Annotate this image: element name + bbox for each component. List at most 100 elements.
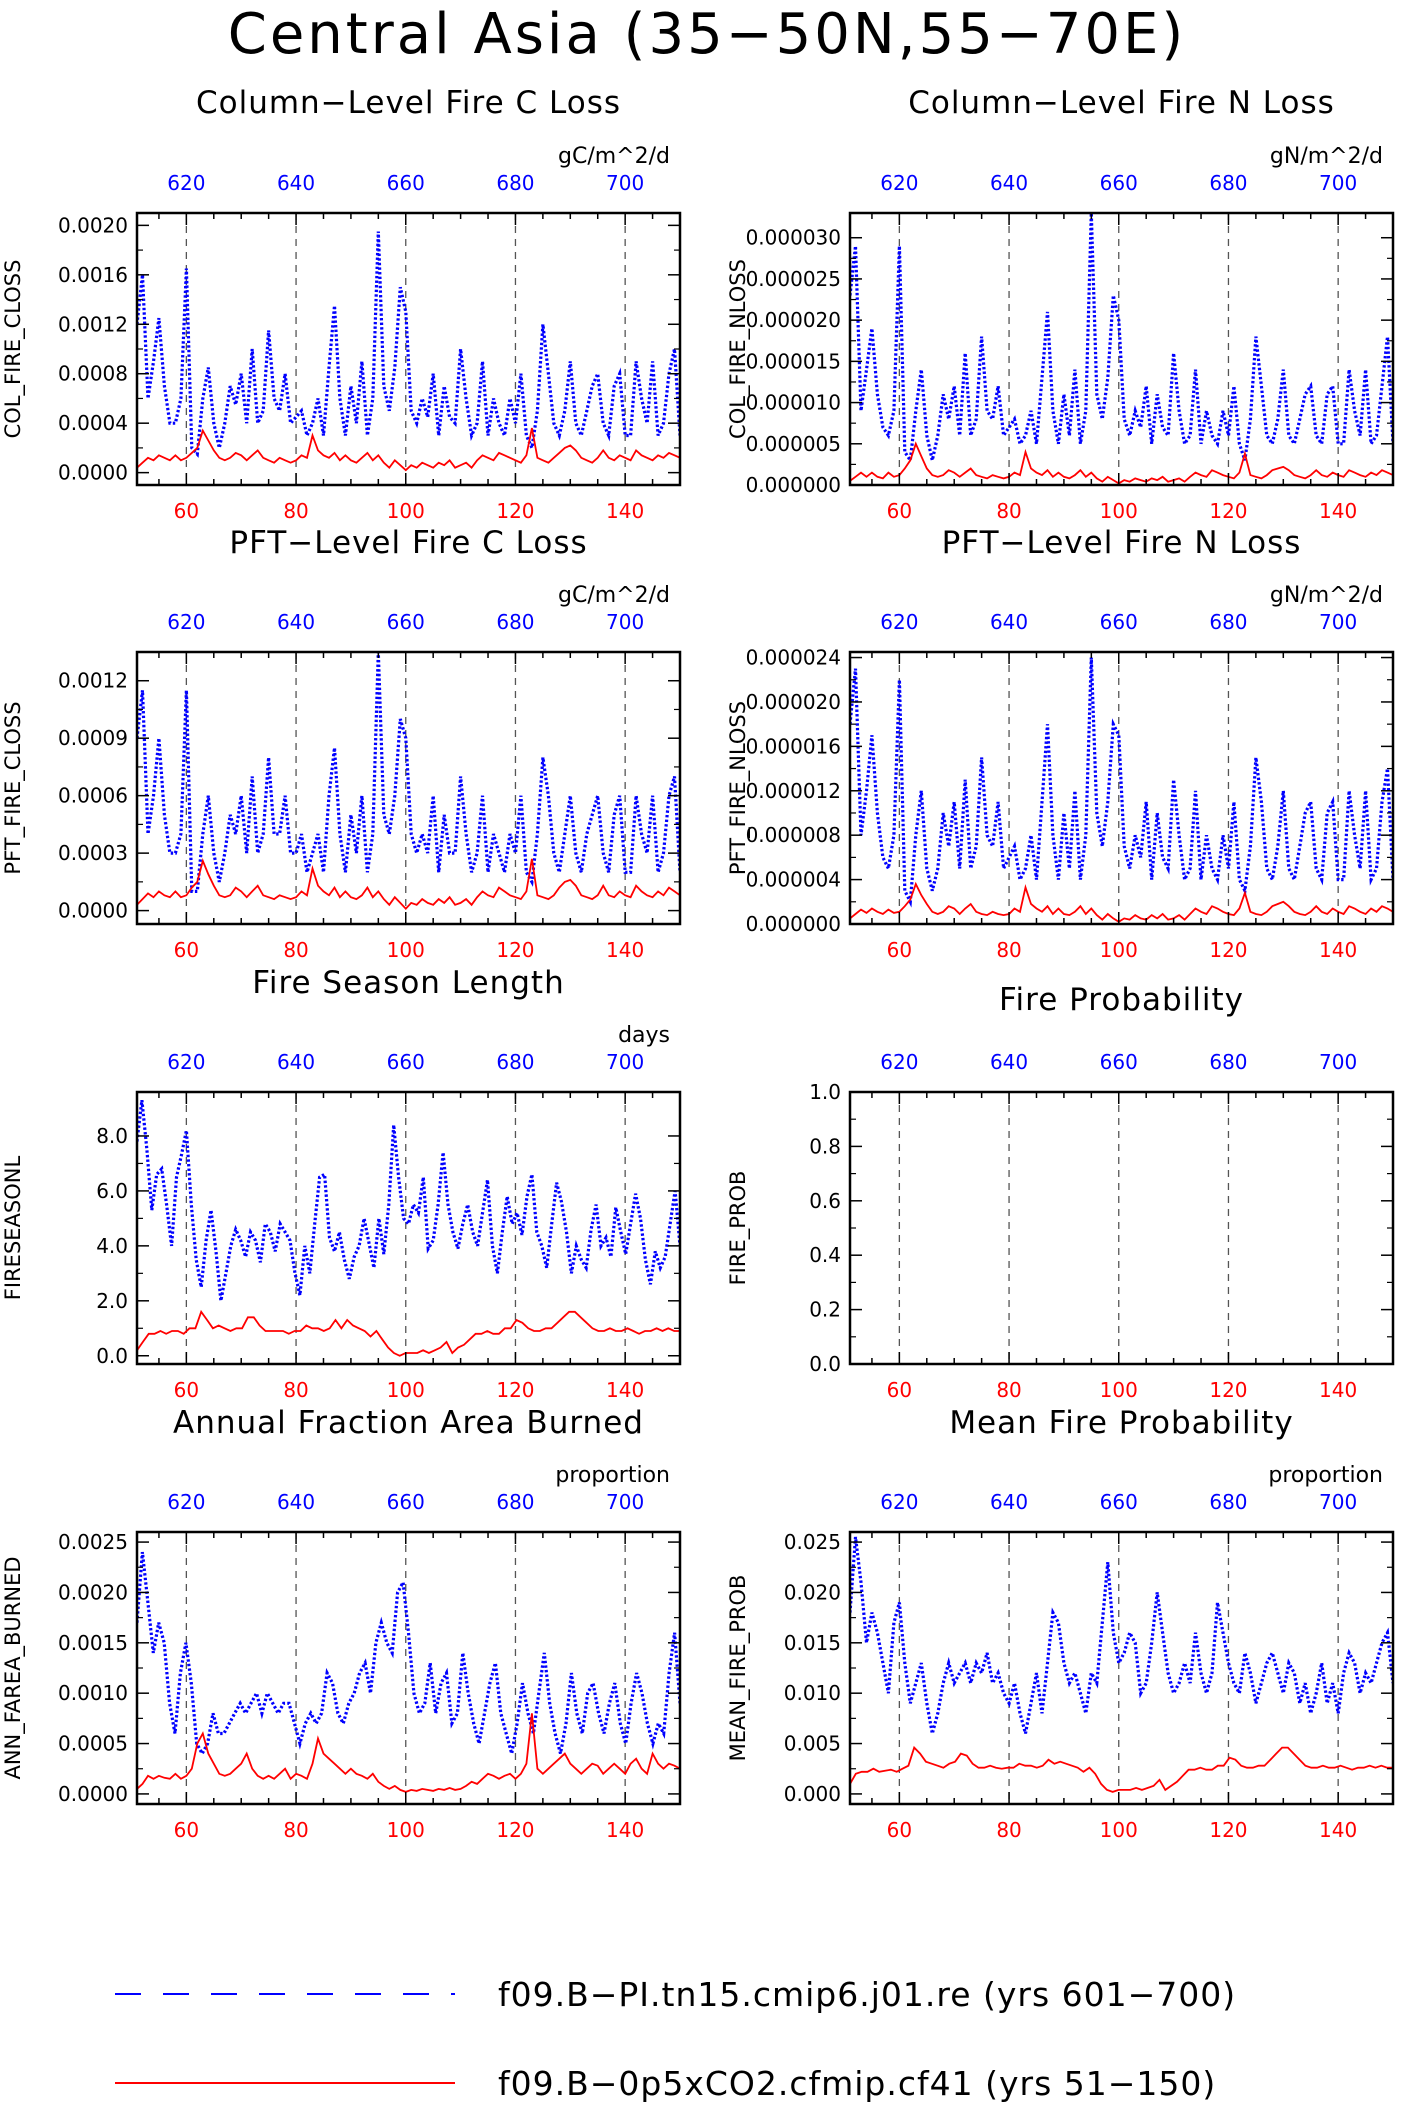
y-tick-label: 6.0 — [96, 1179, 128, 1203]
top-tick-label: 620 — [167, 171, 205, 195]
y-tick-label: 0.000008 — [746, 823, 841, 847]
chart-panel-2: Column−Level Fire N Loss gN/m^2/d 60 80 100 1… — [726, 85, 1395, 523]
top-tick-label: 620 — [167, 1490, 205, 1514]
y-tick-label: 0.0015 — [58, 1631, 128, 1655]
y-tick-label: 0.0020 — [58, 213, 128, 237]
top-tick-label: 700 — [1319, 171, 1357, 195]
series-line-red — [137, 427, 680, 472]
y-tick-label: 0.0004 — [58, 411, 128, 435]
top-tick-label: 700 — [1319, 1050, 1357, 1074]
units-label: proportion — [1268, 1463, 1383, 1488]
x-tick-label: 60 — [174, 1378, 199, 1402]
x-tick-label: 100 — [387, 1378, 425, 1402]
x-tick-label: 120 — [496, 499, 534, 523]
x-tick-label: 140 — [1319, 499, 1357, 523]
plot-frame — [135, 650, 682, 926]
top-tick-label: 680 — [496, 610, 534, 634]
x-tick-label: 120 — [496, 1818, 534, 1842]
x-tick-label: 100 — [387, 499, 425, 523]
chart-panel-5: Fire Season Length days 60 80 100 120 140 620 64… — [1, 965, 682, 1402]
y-tick-label: 0.0000 — [58, 1782, 128, 1806]
x-tick-label: 80 — [283, 1818, 308, 1842]
plot-frame — [135, 1530, 682, 1806]
x-tick-label: 100 — [1100, 1378, 1138, 1402]
y-tick-label: 0.8 — [809, 1134, 841, 1158]
top-tick-label: 700 — [1319, 610, 1357, 634]
x-tick-label: 80 — [283, 938, 308, 962]
y-tick-label: 0.0 — [96, 1344, 128, 1368]
top-tick-label: 640 — [990, 171, 1028, 195]
top-tick-label: 700 — [606, 1050, 644, 1074]
top-tick-label: 660 — [1100, 1050, 1138, 1074]
chart-title: Column−Level Fire N Loss — [908, 85, 1335, 121]
y-axis-label: PFT_FIRE_CLOSS — [1, 701, 26, 874]
top-tick-label: 620 — [167, 1050, 205, 1074]
y-tick-label: 0.0003 — [58, 841, 128, 865]
chart-title: Fire Season Length — [252, 965, 564, 1001]
y-tick-label: 0.0012 — [58, 669, 128, 693]
y-tick-label: 0.0010 — [58, 1681, 128, 1705]
chart-title: Column−Level Fire C Loss — [196, 85, 621, 121]
y-tick-label: 0.2 — [809, 1298, 841, 1322]
y-tick-label: 0.0 — [809, 1352, 841, 1376]
top-tick-label: 700 — [1319, 1490, 1357, 1514]
top-tick-label: 660 — [387, 610, 425, 634]
x-tick-label: 140 — [606, 1378, 644, 1402]
y-tick-label: 0.0016 — [58, 263, 128, 287]
y-tick-label: 0.000 — [784, 1782, 841, 1806]
y-axis-label: FIRESEASONL — [1, 1156, 25, 1301]
top-tick-label: 620 — [880, 610, 918, 634]
top-tick-label: 620 — [880, 1490, 918, 1514]
series-line-blue — [850, 1536, 1393, 1734]
y-tick-label: 0.0006 — [58, 784, 128, 808]
top-tick-label: 700 — [606, 1490, 644, 1514]
legend-swatches — [115, 1993, 455, 2084]
x-tick-label: 60 — [174, 938, 199, 962]
x-tick-label: 120 — [1209, 1378, 1247, 1402]
top-tick-label: 660 — [387, 1050, 425, 1074]
y-axis-label: ANN_FAREA_BURNED — [1, 1556, 26, 1779]
x-tick-label: 100 — [1100, 938, 1138, 962]
chart-title: PFT−Level Fire C Loss — [229, 525, 587, 561]
top-tick-label: 660 — [1100, 610, 1138, 634]
y-tick-label: 8.0 — [96, 1124, 128, 1148]
y-tick-label: 0.000016 — [746, 734, 841, 758]
x-tick-label: 100 — [387, 1818, 425, 1842]
legend: f09.B−PI.tn15.cmip6.j01.re (yrs 601−700)… — [0, 1900, 1414, 2110]
series-line-blue — [137, 1100, 680, 1302]
y-tick-label: 0.005 — [784, 1732, 841, 1756]
y-axis-label: MEAN_FIRE_PROB — [726, 1575, 751, 1762]
top-tick-label: 680 — [1209, 1050, 1247, 1074]
top-tick-label: 640 — [277, 1490, 315, 1514]
units-label: gN/m^2/d — [1270, 583, 1383, 608]
y-tick-label: 0.0000 — [58, 461, 128, 485]
x-tick-label: 80 — [283, 1378, 308, 1402]
series-line-blue — [137, 652, 680, 894]
legend-label-red: f09.B−0p5xCO2.cfmip.cf41 (yrs 51−150) — [498, 2064, 1217, 2103]
y-tick-label: 0.0009 — [58, 726, 128, 750]
x-tick-label: 80 — [996, 1378, 1021, 1402]
top-tick-label: 660 — [387, 171, 425, 195]
series-line-blue — [850, 657, 1393, 908]
y-tick-label: 0.010 — [784, 1681, 841, 1705]
units-label: gC/m^2/d — [558, 144, 670, 169]
y-tick-label: 0.000015 — [746, 349, 841, 373]
top-tick-label: 680 — [496, 1490, 534, 1514]
series-line-blue — [137, 231, 680, 458]
top-tick-label: 640 — [277, 171, 315, 195]
top-tick-label: 640 — [277, 1050, 315, 1074]
y-tick-label: 0.000000 — [746, 473, 841, 497]
y-axis-label: FIRE_PROB — [726, 1171, 751, 1286]
y-tick-label: 2.0 — [96, 1289, 128, 1313]
x-tick-label: 60 — [174, 1818, 199, 1842]
plot-frame — [848, 650, 1395, 926]
series-line-red — [850, 441, 1393, 485]
chart-panel-4: PFT−Level Fire N Loss gN/m^2/d 60 80 100 120 1… — [726, 525, 1395, 962]
x-tick-label: 120 — [1209, 499, 1247, 523]
page-title: Central Asia (35−50N,55−70E) — [227, 2, 1187, 67]
x-tick-label: 140 — [1319, 938, 1357, 962]
series-line-red — [850, 881, 1393, 923]
y-axis-label: COL_FIRE_CLOSS — [1, 260, 26, 439]
y-tick-label: 0.0008 — [58, 362, 128, 386]
x-tick-label: 60 — [887, 938, 912, 962]
